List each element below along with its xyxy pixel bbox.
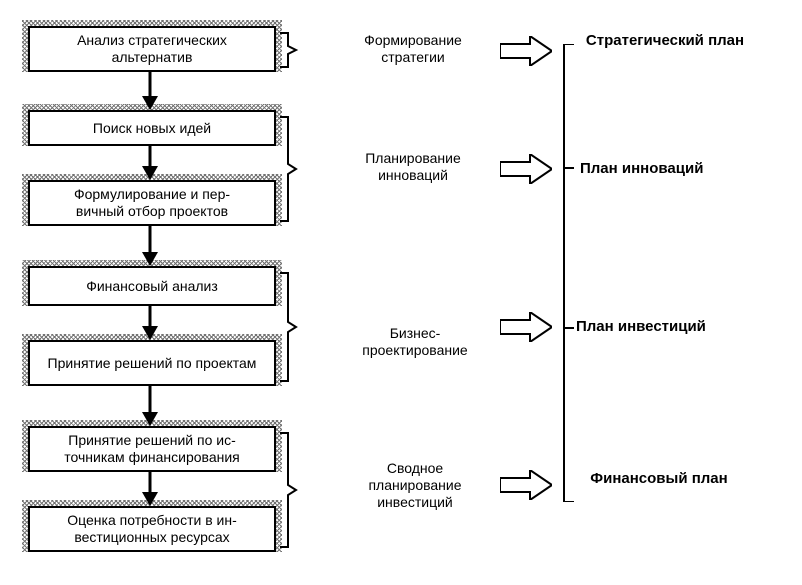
right-arrow-icon — [500, 312, 552, 342]
right-arrow-icon — [500, 154, 552, 184]
group-label-strategy: Формирование стратегии — [338, 32, 488, 66]
plan-text: Финансовый план — [590, 470, 727, 487]
right-arrow-icon — [500, 36, 552, 66]
bracket-icon — [280, 114, 302, 224]
label-text: Бизнес- проектирование — [362, 325, 467, 358]
plan-strategic: Стратегический план — [580, 32, 750, 50]
box-search-ideas: Поиск новых идей — [28, 110, 276, 146]
bracket-icon — [280, 30, 302, 70]
label-text: Сводное планирование инвестиций — [368, 460, 461, 510]
label-text: Планирование инноваций — [365, 150, 461, 183]
plan-investment: План инвестиций — [576, 318, 706, 336]
box-text: Формулирование и пер- вичный отбор проек… — [74, 186, 230, 220]
group-label-summary: Сводное планирование инвестиций — [340, 460, 490, 510]
box-resource-assessment: Оценка потребности в ин- вестиционных ре… — [28, 506, 276, 552]
plan-text: План инвестиций — [576, 318, 706, 335]
box-text: Принятие решений по ис- точникам финанси… — [64, 432, 240, 466]
box-text: Оценка потребности в ин- вестиционных ре… — [67, 512, 236, 546]
plan-innovation: План инноваций — [580, 160, 703, 178]
box-text: Анализ стратегических альтернатив — [38, 32, 266, 66]
right-bracket-icon — [560, 44, 574, 502]
box-text: Финансовый анализ — [86, 278, 218, 295]
plan-financial: Финансовый план — [584, 470, 734, 488]
label-text: Формирование стратегии — [364, 32, 462, 65]
bracket-icon — [280, 430, 302, 550]
plan-text: Стратегический план — [586, 32, 744, 49]
group-label-business: Бизнес- проектирование — [340, 308, 490, 358]
box-analysis-alternatives: Анализ стратегических альтернатив — [28, 26, 276, 72]
box-financial-analysis: Финансовый анализ — [28, 266, 276, 306]
box-project-decisions: Принятие решений по проектам — [28, 340, 276, 386]
flowchart-diagram: Анализ стратегических альтернатив Поиск … — [20, 20, 782, 565]
box-project-selection: Формулирование и пер- вичный отбор проек… — [28, 180, 276, 226]
plan-text: План инноваций — [580, 160, 703, 177]
box-financing-sources: Принятие решений по ис- точникам финанси… — [28, 426, 276, 472]
box-text: Принятие решений по проектам — [48, 355, 257, 372]
group-label-innovation: Планирование инноваций — [338, 150, 488, 184]
box-text: Поиск новых идей — [93, 120, 211, 137]
right-arrow-icon — [500, 470, 552, 500]
bracket-icon — [280, 270, 302, 384]
